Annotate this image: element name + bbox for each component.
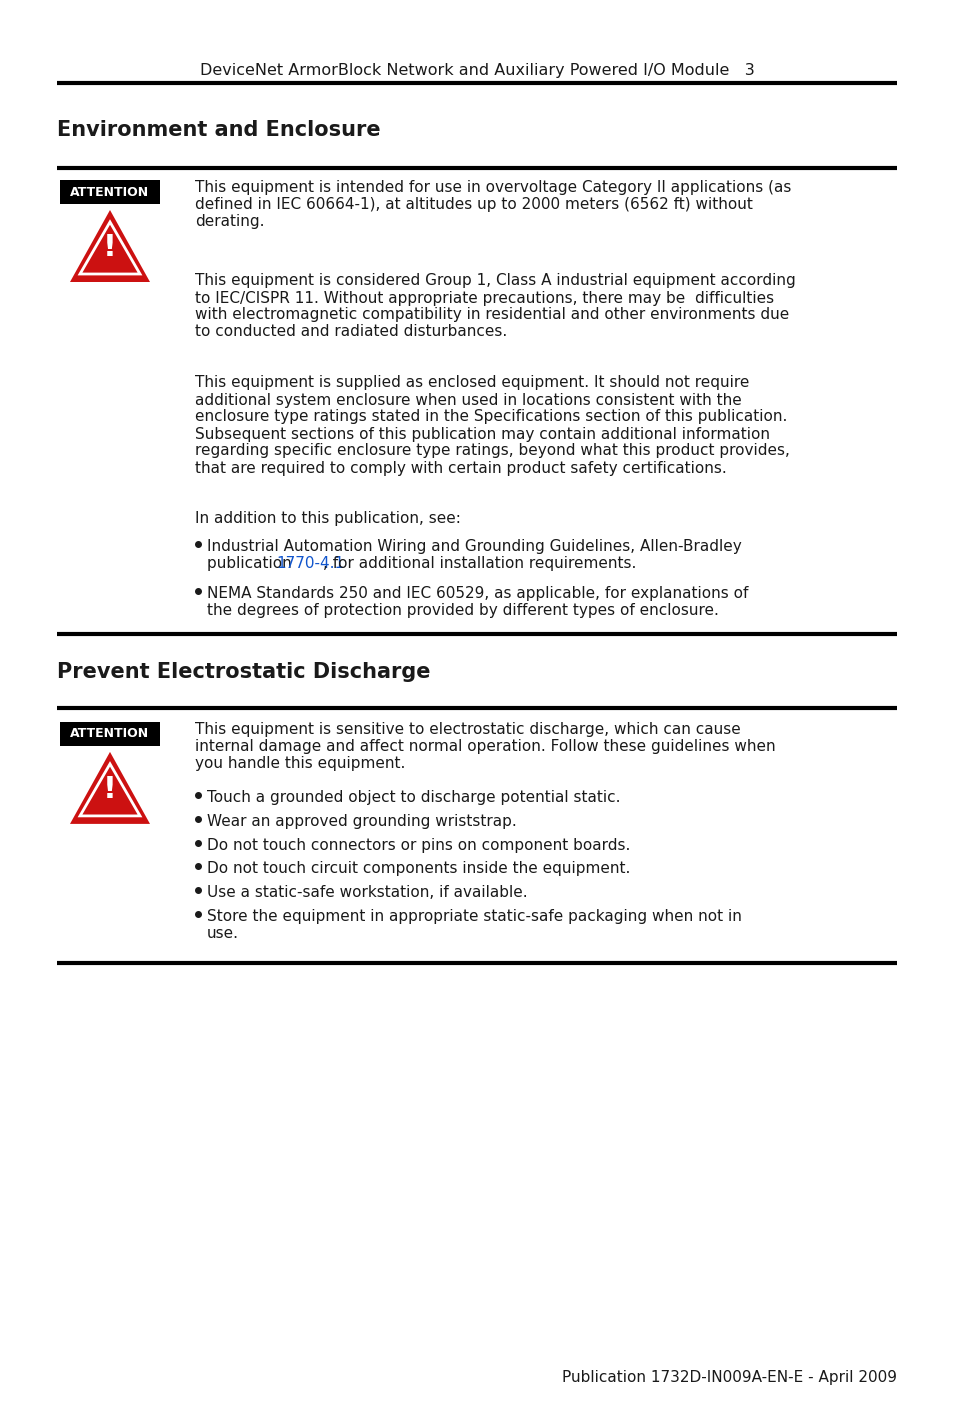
Text: ATTENTION: ATTENTION	[71, 727, 150, 741]
Text: !: !	[103, 233, 117, 262]
Text: to conducted and radiated disturbances.: to conducted and radiated disturbances.	[194, 325, 507, 339]
Text: internal damage and affect normal operation. Follow these guidelines when: internal damage and affect normal operat…	[194, 740, 775, 754]
Text: that are required to comply with certain product safety certifications.: that are required to comply with certain…	[194, 461, 726, 475]
Text: derating.: derating.	[194, 214, 264, 229]
Text: with electromagnetic compatibility in residential and other environments due: with electromagnetic compatibility in re…	[194, 308, 788, 322]
Text: ATTENTION: ATTENTION	[71, 186, 150, 198]
Text: Environment and Enclosure: Environment and Enclosure	[57, 120, 380, 141]
Polygon shape	[70, 752, 150, 824]
Text: DeviceNet ArmorBlock Network and Auxiliary Powered I/O Module   3: DeviceNet ArmorBlock Network and Auxilia…	[199, 63, 754, 77]
Text: Wear an approved grounding wriststrap.: Wear an approved grounding wriststrap.	[207, 814, 517, 828]
Text: 1770-4.1: 1770-4.1	[276, 555, 344, 571]
Text: This equipment is intended for use in overvoltage Category II applications (as: This equipment is intended for use in ov…	[194, 180, 791, 195]
Text: Touch a grounded object to discharge potential static.: Touch a grounded object to discharge pot…	[207, 790, 619, 804]
Text: Prevent Electrostatic Discharge: Prevent Electrostatic Discharge	[57, 662, 430, 682]
Text: Do not touch connectors or pins on component boards.: Do not touch connectors or pins on compo…	[207, 838, 630, 852]
Bar	[60, 180, 160, 204]
Text: Use a static-safe workstation, if available.: Use a static-safe workstation, if availa…	[207, 886, 527, 900]
Text: Industrial Automation Wiring and Grounding Guidelines, Allen-Bradley: Industrial Automation Wiring and Groundi…	[207, 538, 741, 554]
Text: , for additional installation requirements.: , for additional installation requiremen…	[323, 555, 636, 571]
Text: regarding specific enclosure type ratings, beyond what this product provides,: regarding specific enclosure type rating…	[194, 443, 789, 458]
Polygon shape	[70, 209, 150, 283]
Text: This equipment is considered Group 1, Class A industrial equipment according: This equipment is considered Group 1, Cl…	[194, 274, 795, 288]
Text: additional system enclosure when used in locations consistent with the: additional system enclosure when used in…	[194, 392, 741, 408]
Text: publication: publication	[207, 555, 296, 571]
Text: NEMA Standards 250 and IEC 60529, as applicable, for explanations of: NEMA Standards 250 and IEC 60529, as app…	[207, 586, 747, 602]
Text: use.: use.	[207, 927, 239, 941]
Text: to IEC/CISPR 11. Without appropriate precautions, there may be  difficulties: to IEC/CISPR 11. Without appropriate pre…	[194, 291, 773, 305]
Text: !: !	[103, 775, 117, 804]
Text: This equipment is supplied as enclosed equipment. It should not require: This equipment is supplied as enclosed e…	[194, 375, 749, 391]
Text: Store the equipment in appropriate static-safe packaging when not in: Store the equipment in appropriate stati…	[207, 908, 741, 924]
Text: defined in IEC 60664-1), at altitudes up to 2000 meters (6562 ft) without: defined in IEC 60664-1), at altitudes up…	[194, 197, 752, 212]
Bar	[60, 721, 160, 747]
Text: Subsequent sections of this publication may contain additional information: Subsequent sections of this publication …	[194, 426, 769, 441]
Text: enclosure type ratings stated in the Specifications section of this publication.: enclosure type ratings stated in the Spe…	[194, 409, 786, 425]
Text: In addition to this publication, see:: In addition to this publication, see:	[194, 512, 460, 526]
Text: Do not touch circuit components inside the equipment.: Do not touch circuit components inside t…	[207, 862, 630, 876]
Text: Publication 1732D-IN009A-EN-E - April 2009: Publication 1732D-IN009A-EN-E - April 20…	[561, 1369, 896, 1385]
Text: the degrees of protection provided by different types of enclosure.: the degrees of protection provided by di…	[207, 603, 719, 619]
Text: This equipment is sensitive to electrostatic discharge, which can cause: This equipment is sensitive to electrost…	[194, 721, 740, 737]
Text: you handle this equipment.: you handle this equipment.	[194, 756, 405, 770]
